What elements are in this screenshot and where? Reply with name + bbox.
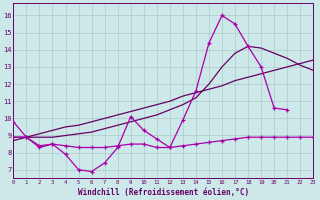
X-axis label: Windchill (Refroidissement éolien,°C): Windchill (Refroidissement éolien,°C) — [78, 188, 249, 197]
